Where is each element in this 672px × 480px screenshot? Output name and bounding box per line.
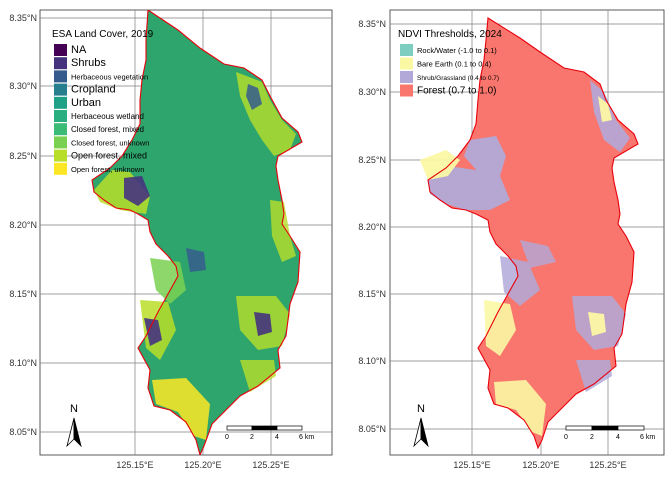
y-tick-label: 8.20°N <box>9 220 37 230</box>
scale-label: 4 <box>616 434 620 441</box>
x-tick-label: 125.25°E <box>252 460 289 470</box>
legend-key-swatch <box>54 149 67 162</box>
y-tick-label: 8.10°N <box>9 358 37 368</box>
legend-key-swatch <box>54 162 67 175</box>
study-area-boundary <box>427 17 639 450</box>
legend-key-swatch <box>54 136 67 149</box>
ndvi-map-panel: NDVI Thresholds, 2024 Rock/Water (-1.0 t… <box>358 9 665 470</box>
patch-shrubs-east <box>246 84 262 110</box>
patch-bare-bottom <box>494 380 546 436</box>
patch-bare-south <box>484 300 516 356</box>
legend-key-swatch <box>54 96 67 109</box>
legend-key-label: Open forest, unknown <box>71 165 144 174</box>
y-tick-label: 8.25°N <box>358 155 386 165</box>
legend-key-swatch <box>400 84 413 97</box>
patch-bare-earth <box>420 150 460 180</box>
legend-key-label: Closed forest, unknown <box>71 138 149 147</box>
legend-key-label: Open forest, mixed <box>71 151 147 161</box>
patch-bare-se <box>588 312 606 336</box>
x-axis: 125.15°E 125.20°E 125.25°E <box>116 460 289 470</box>
patch-bare-east <box>598 96 612 122</box>
north-arrow-icon: N <box>413 403 429 448</box>
scale-label: 6 km <box>299 434 314 441</box>
x-tick-label: 125.15°E <box>453 460 490 470</box>
legend-key-swatch <box>54 83 67 96</box>
legend-key-swatch <box>54 123 67 136</box>
legend-key-label: Closed forest, mixed <box>71 125 144 134</box>
patch-shrub-grassland-north <box>464 136 506 176</box>
y-tick-label: 8.35°N <box>358 19 386 29</box>
ndvi-legend: NDVI Thresholds, 2024 Rock/Water (-1.0 t… <box>398 29 502 97</box>
legend-key-label: Urban <box>71 97 101 109</box>
legend-key-label: Herbaceous vegetation <box>71 72 148 81</box>
scale-bar: 0 2 4 6 km <box>564 425 655 441</box>
x-tick-label: 125.25°E <box>589 460 626 470</box>
legend-key-label: NA <box>71 44 87 56</box>
x-tick-label: 125.20°E <box>184 460 221 470</box>
y-tick-label: 8.10°N <box>358 356 386 366</box>
patch-mixed-bottom-right <box>240 360 276 392</box>
legend-title: NDVI Thresholds, 2024 <box>398 29 502 40</box>
y-tick-label: 8.25°N <box>9 151 37 161</box>
legend-key-label: Herbaceous wetland <box>71 112 144 121</box>
legend-key-swatch <box>54 70 67 83</box>
scale-label: 2 <box>590 434 594 441</box>
scale-label: 4 <box>275 434 279 441</box>
scale-bar: 0 2 4 6 km <box>225 425 314 441</box>
north-arrow-icon: N <box>66 403 82 448</box>
study-area-landcover <box>92 10 302 455</box>
patch-shrub-grassland <box>428 166 510 210</box>
legend-key-label: Cropland <box>71 84 116 96</box>
y-tick-label: 8.20°N <box>358 222 386 232</box>
patch-east-edge <box>270 200 296 262</box>
legend-key-swatch <box>400 71 413 83</box>
patch-shrubs <box>124 176 150 206</box>
patch-shrubs-south <box>144 318 162 346</box>
patch-open-forest-bottom <box>152 378 210 440</box>
patch-shrubs-mid <box>186 248 206 272</box>
north-arrow-label: N <box>70 403 78 415</box>
legend-key-swatch <box>400 57 413 70</box>
patch-shrub-bottom <box>576 360 612 392</box>
ndvi-patches <box>420 80 630 436</box>
legend-key-swatch <box>54 44 67 56</box>
scale-label: 0 <box>564 434 568 441</box>
patch-shrubs-se <box>254 312 272 336</box>
patch-shrub-mid <box>520 240 556 268</box>
legend-key-swatch <box>400 44 413 56</box>
x-tick-label: 125.20°E <box>522 460 559 470</box>
legend-title: ESA Land Cover, 2019 <box>52 29 154 40</box>
legend-key-swatch <box>54 57 67 70</box>
patch-shrub-south <box>500 256 540 306</box>
legend-key-label: Shrub/Grassland (0.4 to 0.7) <box>417 75 499 82</box>
y-tick-label: 8.30°N <box>9 81 37 91</box>
y-axis: 8.35°N 8.30°N 8.25°N 8.20°N 8.15°N 8.10°… <box>9 13 37 437</box>
scale-label: 2 <box>250 434 254 441</box>
legend-key-label: Forest (0.7 to 1.0) <box>417 86 496 97</box>
study-area-boundary <box>91 10 303 455</box>
y-tick-label: 8.15°N <box>9 289 37 299</box>
y-tick-label: 8.05°N <box>9 427 37 437</box>
x-axis: 125.15°E 125.20°E 125.25°E <box>453 460 626 470</box>
legend-key-label: Shrubs <box>71 57 106 69</box>
scale-label: 0 <box>225 434 229 441</box>
legend-key-label: Rock/Water (-1.0 to 0.1) <box>417 46 497 55</box>
y-tick-label: 8.30°N <box>358 87 386 97</box>
x-tick-label: 125.15°E <box>116 460 153 470</box>
y-tick-label: 8.05°N <box>358 424 386 434</box>
y-tick-label: 8.35°N <box>9 13 37 23</box>
y-tick-label: 8.15°N <box>358 289 386 299</box>
y-axis: 8.35°N 8.30°N 8.25°N 8.20°N 8.15°N 8.10°… <box>358 19 386 434</box>
north-arrow-label: N <box>417 403 425 415</box>
legend-key-label: Bare Earth (0.1 to 0.4) <box>417 60 492 69</box>
legend-key-swatch <box>54 110 67 122</box>
scale-label: 6 km <box>640 434 655 441</box>
